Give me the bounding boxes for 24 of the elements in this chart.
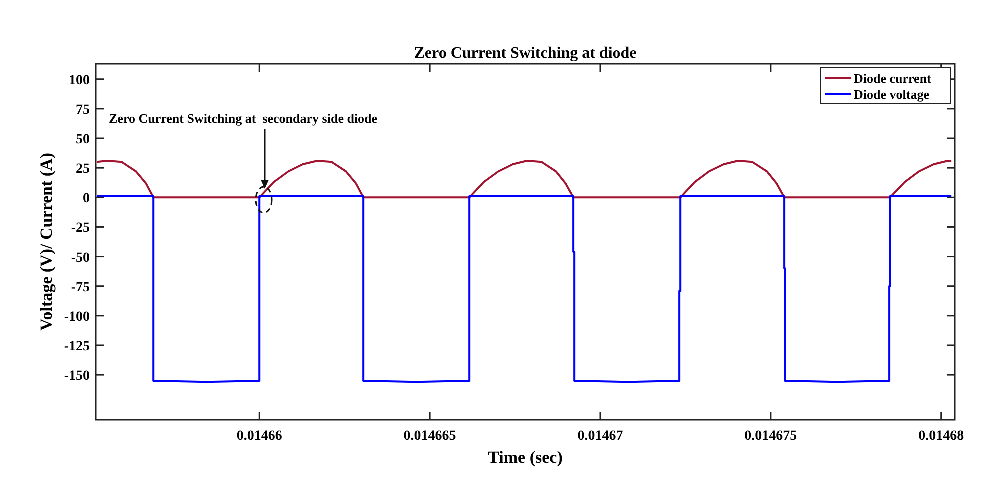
y-tick-label: 100	[69, 73, 90, 88]
x-axis-title: Time (sec)	[488, 448, 563, 467]
annotation: Zero Current Switching at secondary side diode	[109, 111, 378, 126]
x-tick-label: 0.014675	[744, 429, 798, 444]
chart-title: Zero Current Switching at diode	[414, 45, 637, 62]
x-tick-label: 0.01466	[236, 429, 282, 444]
y-tick-label: -100	[64, 310, 90, 325]
y-tick-label: 0	[83, 192, 90, 207]
y-tick-label: 75	[76, 102, 90, 118]
y-tick-label: -50	[71, 250, 90, 266]
y-tick-label: -75	[71, 280, 90, 296]
y-tick-label: -25	[71, 221, 90, 236]
x-tick-label: 0.014665	[404, 429, 456, 444]
y-axis-title: Voltage (V)/ Current (A)	[37, 153, 56, 331]
x-tick-label: 0.01467	[578, 429, 624, 444]
legend-label: Diode voltage	[854, 87, 930, 102]
x-tick-label: 0.01468	[918, 429, 964, 444]
line-series	[96, 195, 953, 384]
y-tick-label: 25	[76, 162, 90, 178]
y-tick-label: 50	[76, 132, 90, 148]
y-tick-label: -125	[64, 339, 90, 354]
y-tick-label: -150	[64, 369, 90, 384]
line-series	[96, 160, 953, 199]
legend-label: Diode current	[854, 71, 932, 86]
